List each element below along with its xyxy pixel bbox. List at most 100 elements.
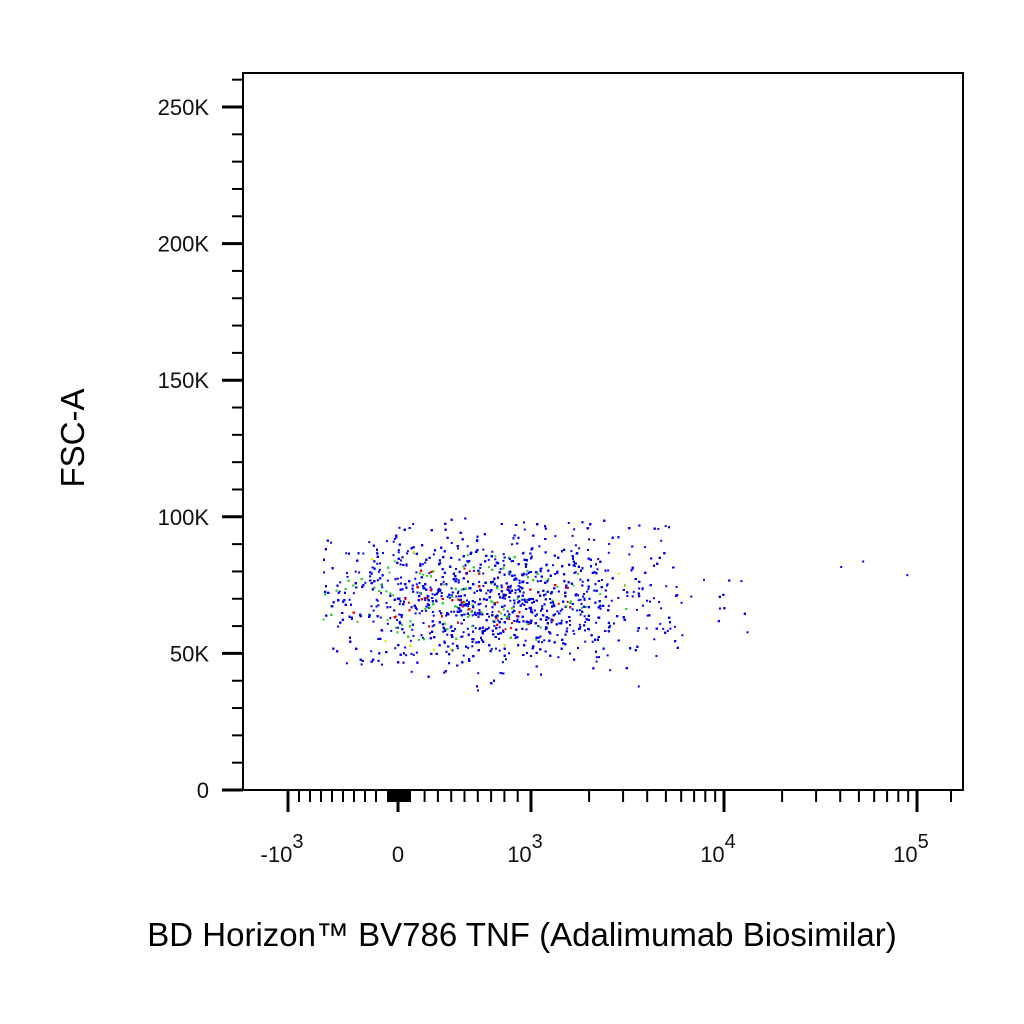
event-dot [503,564,506,567]
event-dot [420,569,423,572]
event-dot [600,579,603,581]
event-dot [515,524,518,526]
event-dot [740,580,743,583]
event-dot [525,620,528,623]
event-dot [617,536,620,539]
event-dot [476,685,478,688]
event-dot [421,563,424,566]
event-dot [478,585,481,588]
event-dot [680,601,683,604]
event-dot [662,627,665,630]
event-dot [550,591,553,594]
event-dot [435,652,438,655]
event-dot [501,661,504,664]
event-dot [529,588,532,591]
event-dot [522,620,525,623]
event-dot [574,562,577,565]
event-dot [565,584,568,587]
event-dot [549,598,551,600]
event-dot [371,588,374,591]
event-dot [373,586,376,589]
event-dot [467,602,470,605]
event-dot [396,561,399,564]
event-dot [540,609,542,612]
event-dot [571,534,574,537]
event-dot [526,623,529,625]
event-dot [539,580,542,582]
event-dot [583,598,586,601]
event-dot [491,614,494,617]
event-dot [690,595,693,598]
event-dot [355,647,358,650]
event-dot [547,569,550,572]
event-dot [393,598,396,601]
event-dot [566,586,569,589]
event-dot [409,625,411,628]
event-dot [634,649,637,652]
event-dot [574,571,577,574]
event-dot [416,591,419,594]
event-dot [472,569,475,572]
event-dot [330,541,333,544]
event-dot [595,572,598,575]
event-dot [502,567,505,570]
event-dot [565,605,568,608]
event-dot [564,586,567,589]
event-dot [513,556,516,559]
event-dot [458,558,461,561]
event-dot [645,627,648,630]
event-dot [379,562,381,565]
event-dot [515,578,518,581]
event-dot [472,566,475,569]
event-dot [547,578,550,581]
event-dot [631,566,634,569]
event-dot [351,617,353,620]
event-dot [465,645,468,648]
event-dot [535,665,538,668]
event-dot [339,581,342,584]
event-dot [370,558,373,561]
event-dot [508,573,511,576]
event-dot [462,588,465,591]
event-dot [517,584,520,587]
event-dot [531,598,534,600]
event-dot [432,603,435,606]
event-dot [607,630,610,633]
event-dot [441,623,444,626]
event-dot [381,663,383,666]
event-dot [493,624,496,627]
event-dot [448,596,451,599]
event-dot [549,632,552,635]
event-dot [583,592,585,595]
event-dot [646,599,648,602]
event-dot [393,616,396,619]
event-dot [457,621,459,624]
event-dot [668,526,670,529]
event-dot [557,590,560,593]
event-dot [493,620,496,623]
event-dot [448,593,451,596]
event-dot [563,580,566,583]
event-dot [349,636,351,639]
event-dot [397,551,400,554]
event-dot [545,619,548,621]
event-dot [587,614,590,617]
event-dot [521,602,524,605]
event-dot [518,600,521,603]
event-dot [415,651,418,654]
event-dot [502,629,504,632]
event-dot [355,586,358,589]
event-dot [549,601,552,604]
event-dot [496,585,499,588]
event-dot [404,597,407,600]
x-tick-label: 104 [700,831,736,867]
event-dot [544,527,547,530]
event-dot [432,553,435,556]
event-dot [521,598,524,601]
event-dot [530,611,533,613]
event-dot [360,578,363,581]
event-dot [728,579,731,582]
event-dot [526,563,529,566]
event-dot [537,640,540,643]
event-dot [324,548,327,551]
